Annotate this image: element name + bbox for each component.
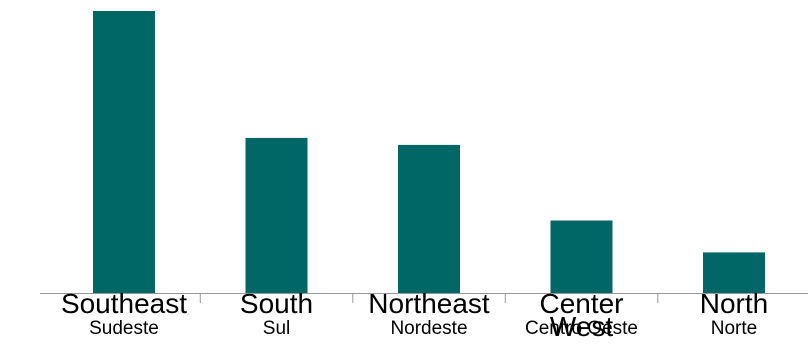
category-sublabel-sudeste: Sudeste — [89, 318, 159, 339]
category-sublabel-centro-oeste: Centro Oeste — [525, 318, 638, 339]
bars-group — [93, 11, 765, 293]
category-label-center-west-line-1: Center — [539, 288, 623, 319]
category-sublabel-sul: Sul — [263, 318, 290, 339]
bar-south — [245, 137, 308, 293]
category-sublabel-nordeste: Nordeste — [390, 318, 467, 339]
bar-center-west — [550, 220, 613, 293]
category-label-center-west-line-2: West — [550, 311, 613, 342]
bar-southeast — [93, 11, 155, 293]
category-label-northeast: Northeast — [368, 288, 490, 319]
category-label-southeast: Southeast — [61, 288, 187, 319]
category-label-north: North — [700, 288, 768, 319]
x-axis — [40, 293, 808, 303]
category-sublabel-norte: Norte — [711, 318, 757, 339]
category-label-south: South — [240, 288, 313, 319]
bar-north — [703, 252, 765, 293]
bar-northeast — [398, 144, 460, 293]
